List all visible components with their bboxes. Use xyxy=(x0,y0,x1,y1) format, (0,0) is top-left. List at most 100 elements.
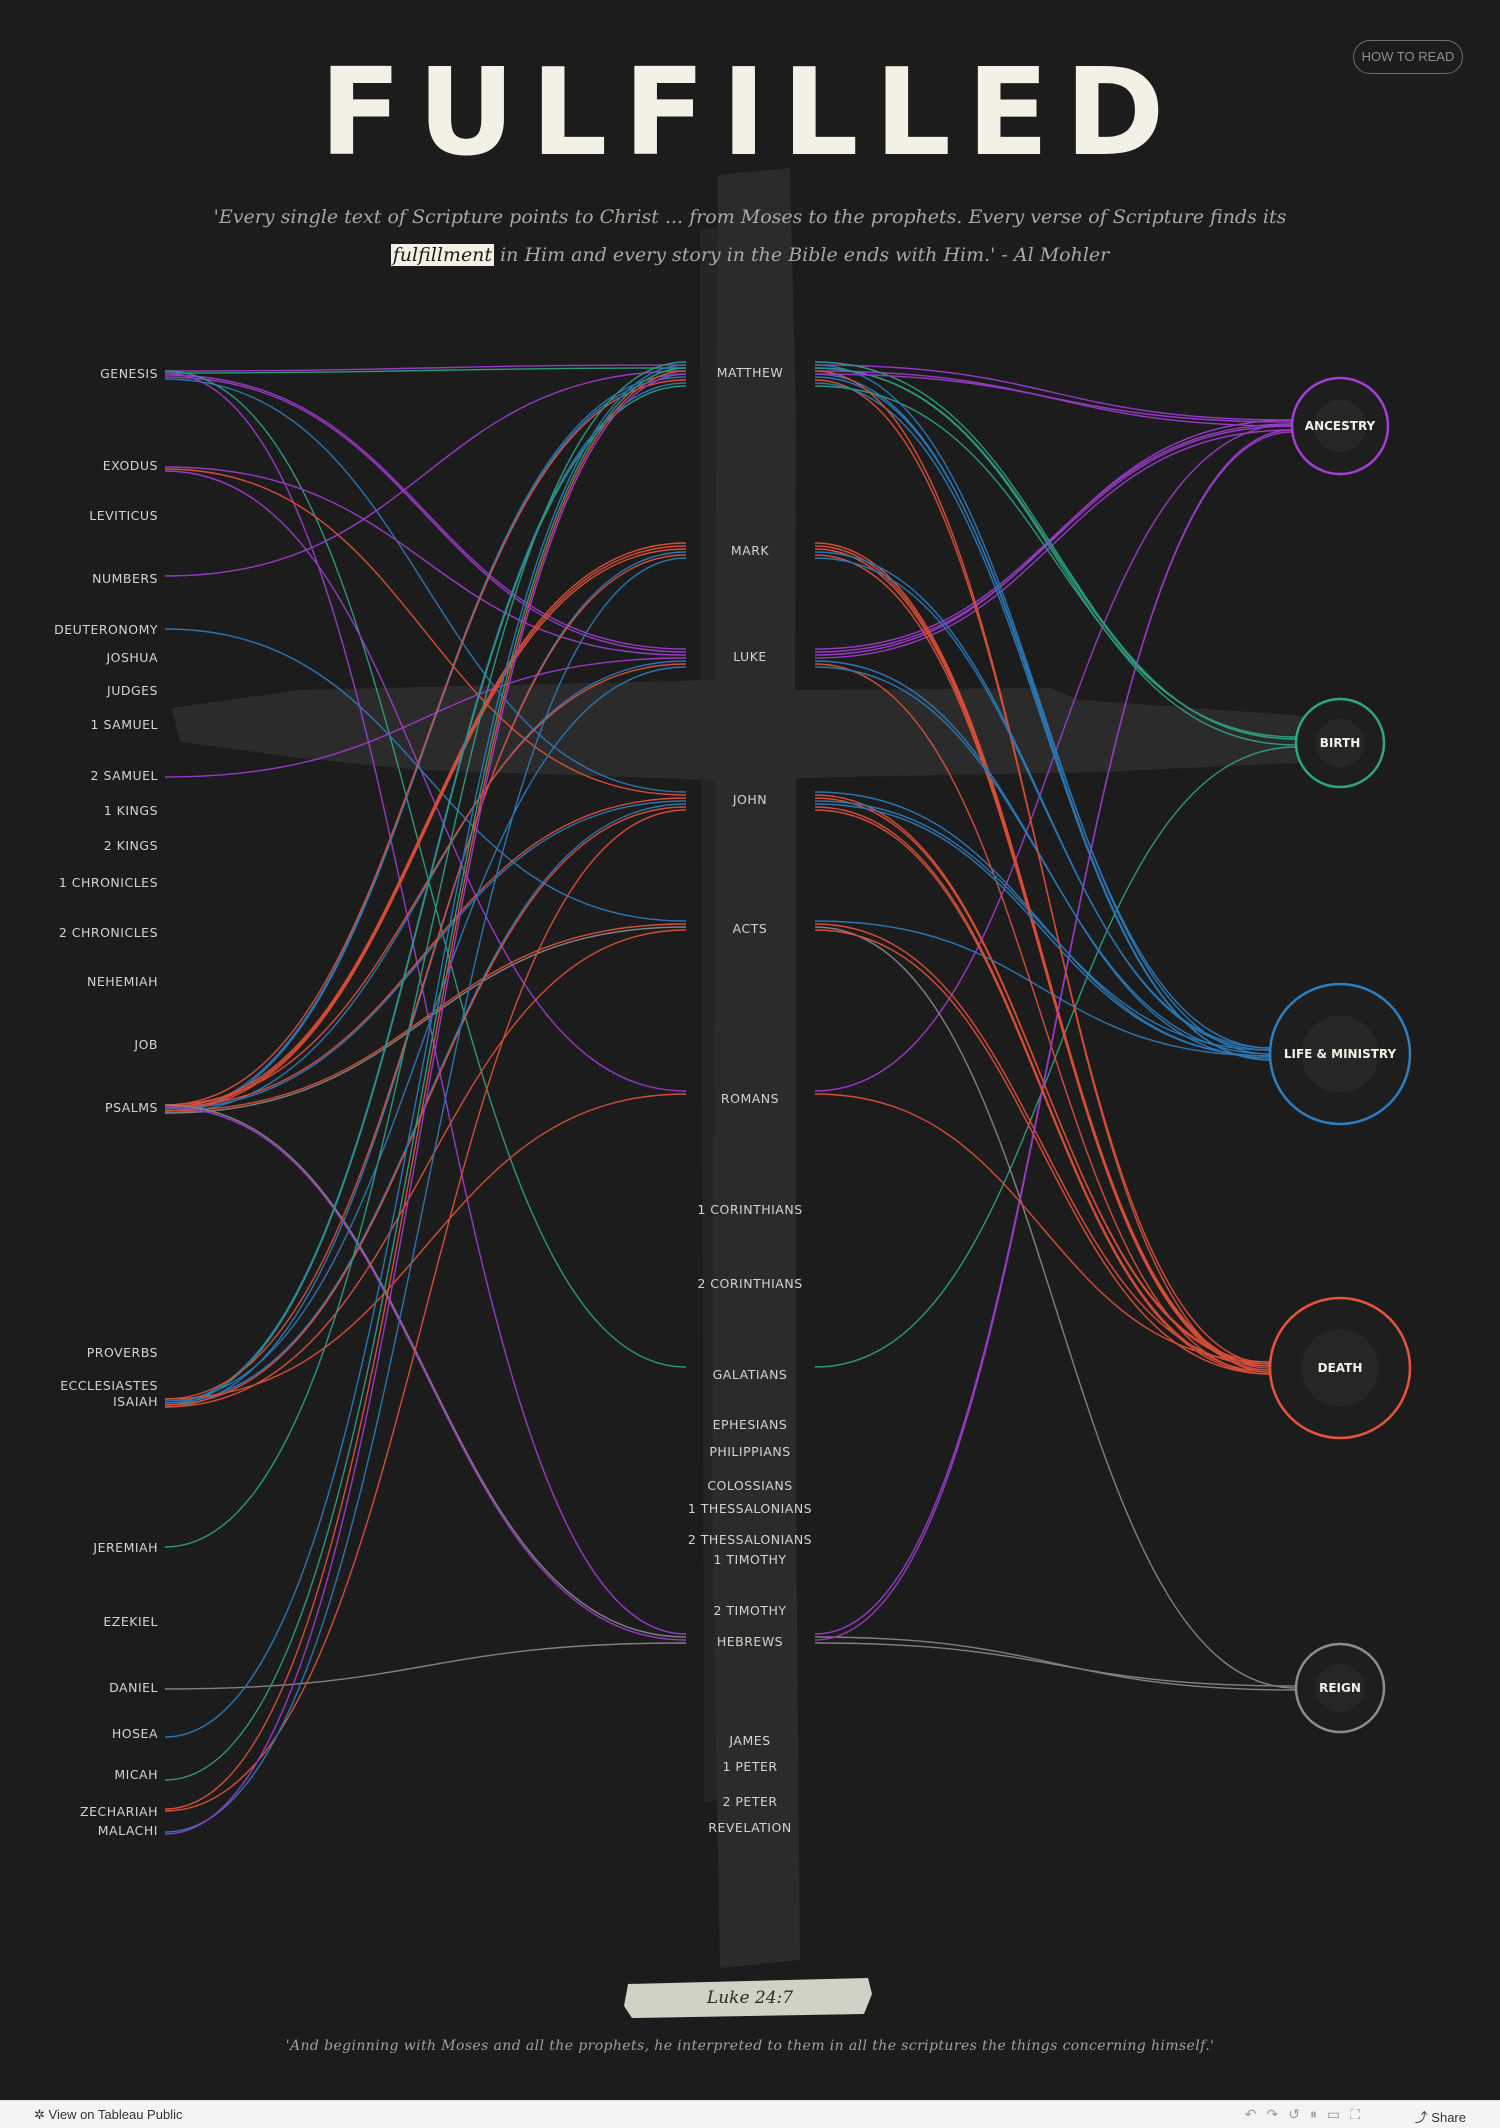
link-john-to-death[interactable] xyxy=(814,809,1271,1375)
ot-book-proverbs[interactable]: PROVERBS xyxy=(86,1345,158,1360)
link-numbers-to-matthew[interactable] xyxy=(164,370,687,577)
ot-book-malachi[interactable]: MALACHI xyxy=(97,1823,158,1838)
category-node-ancestry[interactable]: ANCESTRY xyxy=(1290,376,1390,476)
link-acts-to-life-and-ministry[interactable] xyxy=(814,920,1271,1057)
link-jeremiah-to-matthew[interactable] xyxy=(164,361,687,1548)
link-luke-to-ancestry[interactable] xyxy=(814,429,1293,659)
link-matthew-to-birth[interactable] xyxy=(814,361,1297,740)
nt-book-2-peter[interactable]: 2 PETER xyxy=(722,1794,778,1809)
link-john-to-death[interactable] xyxy=(814,806,1271,1373)
link-genesis-to-hebrews[interactable] xyxy=(164,372,687,1635)
link-matthew-to-birth[interactable] xyxy=(814,367,1297,746)
link-psalms-to-mark[interactable] xyxy=(164,545,687,1110)
ot-book-exodus[interactable]: EXODUS xyxy=(102,458,158,473)
link-romans-to-death[interactable] xyxy=(814,1093,1271,1363)
link-matthew-to-life-and-ministry[interactable] xyxy=(814,376,1271,1049)
nt-book-john[interactable]: JOHN xyxy=(732,792,768,807)
link-john-to-life-and-ministry[interactable] xyxy=(814,791,1271,1057)
link-deuteronomy-to-acts[interactable] xyxy=(164,628,687,922)
ot-book-micah[interactable]: MICAH xyxy=(114,1767,158,1782)
link-genesis-to-luke[interactable] xyxy=(164,374,687,650)
link-isaiah-to-mark[interactable] xyxy=(164,554,687,1400)
ot-book-1-kings[interactable]: 1 KINGS xyxy=(103,803,158,818)
link-john-to-life-and-ministry[interactable] xyxy=(814,803,1271,1057)
ot-book-daniel[interactable]: DANIEL xyxy=(109,1680,158,1695)
link-matthew-to-life-and-ministry[interactable] xyxy=(814,364,1271,1055)
ot-book-genesis[interactable]: GENESIS xyxy=(100,366,158,381)
link-exodus-to-luke[interactable] xyxy=(164,466,687,656)
link-luke-to-life-and-ministry[interactable] xyxy=(814,666,1271,1055)
category-node-life-and-ministry[interactable]: LIFE & MINISTRY xyxy=(1268,982,1412,1126)
link-micah-to-matthew[interactable] xyxy=(164,367,687,1781)
nt-book-acts[interactable]: ACTS xyxy=(732,921,768,936)
link-isaiah-to-luke[interactable] xyxy=(164,666,687,1402)
link-psalms-to-mark[interactable] xyxy=(164,542,687,1108)
link-luke-to-ancestry[interactable] xyxy=(814,419,1293,656)
redo-icon[interactable]: ↷ xyxy=(1266,2106,1289,2122)
link-matthew-to-death[interactable] xyxy=(814,370,1271,1373)
share-button[interactable]: ⤴ Share xyxy=(1414,2110,1466,2125)
ot-book-hosea[interactable]: HOSEA xyxy=(111,1726,158,1741)
nt-book-2-thessalonians[interactable]: 2 THESSALONIANS xyxy=(687,1532,813,1547)
nt-book-luke[interactable]: LUKE xyxy=(733,649,767,664)
nt-book-mark[interactable]: MARK xyxy=(730,543,770,558)
link-matthew-to-ancestry[interactable] xyxy=(814,373,1293,423)
link-psalms-to-luke[interactable] xyxy=(164,663,687,1106)
nt-book-revelation[interactable]: REVELATION xyxy=(708,1820,792,1835)
link-exodus-to-romans[interactable] xyxy=(164,470,687,1092)
link-mark-to-death[interactable] xyxy=(814,554,1271,1367)
undo-icon[interactable]: ↶ xyxy=(1244,2106,1267,2122)
link-genesis-to-john[interactable] xyxy=(164,378,687,793)
link-psalms-to-matthew[interactable] xyxy=(164,376,687,1114)
ot-book-leviticus[interactable]: LEVITICUS xyxy=(89,508,158,523)
ot-book-ecclesiastes[interactable]: ECCLESIASTES xyxy=(60,1378,158,1393)
link-malachi-to-mark[interactable] xyxy=(164,557,687,1833)
link-genesis-to-matthew[interactable] xyxy=(164,367,687,374)
link-psalms-to-matthew[interactable] xyxy=(164,379,687,1106)
link-daniel-to-hebrews[interactable] xyxy=(164,1642,687,1690)
nt-book-hebrews[interactable]: HEBREWS xyxy=(716,1634,784,1649)
link-acts-to-death[interactable] xyxy=(814,929,1271,1375)
ot-book-joshua[interactable]: JOSHUA xyxy=(106,650,158,665)
link-hosea-to-matthew[interactable] xyxy=(164,364,687,1738)
link-acts-to-death[interactable] xyxy=(814,923,1271,1367)
view-on-tableau-link[interactable]: ✲ View on Tableau Public xyxy=(34,2107,183,2122)
link-isaiah-to-acts[interactable] xyxy=(164,929,687,1408)
ot-book-1-chronicles[interactable]: 1 CHRONICLES xyxy=(58,875,158,890)
ot-book-1-samuel[interactable]: 1 SAMUEL xyxy=(90,717,158,732)
link-psalms-to-acts[interactable] xyxy=(164,923,687,1112)
nt-book-1-corinthians[interactable]: 1 CORINTHIANS xyxy=(697,1202,803,1217)
toolbar-icons[interactable]: ↶↷↺⏸▭⛶ xyxy=(1245,2106,1370,2123)
link-john-to-life-and-ministry[interactable] xyxy=(814,800,1271,1051)
link-romans-to-ancestry[interactable] xyxy=(814,423,1293,1092)
link-luke-to-ancestry[interactable] xyxy=(814,425,1293,653)
link-zechariah-to-matthew[interactable] xyxy=(164,370,687,1810)
ot-book-numbers[interactable]: NUMBERS xyxy=(92,571,158,586)
nt-book-ephesians[interactable]: EPHESIANS xyxy=(712,1417,788,1432)
link-isaiah-to-mark[interactable] xyxy=(164,551,687,1408)
link-malachi-to-matthew[interactable] xyxy=(164,373,687,1835)
link-acts-to-reign[interactable] xyxy=(814,926,1297,1689)
link-genesis-to-galatians[interactable] xyxy=(164,370,687,1368)
link-isaiah-to-romans[interactable] xyxy=(164,1093,687,1400)
nt-book-james[interactable]: JAMES xyxy=(729,1733,771,1748)
nt-book-philippians[interactable]: PHILIPPIANS xyxy=(709,1444,791,1459)
nt-book-galatians[interactable]: GALATIANS xyxy=(712,1367,788,1382)
link-psalms-to-luke[interactable] xyxy=(164,660,687,1114)
link-hebrews-to-reign[interactable] xyxy=(814,1642,1297,1687)
link-mark-to-life-and-ministry[interactable] xyxy=(814,551,1271,1051)
link-matthew-to-birth[interactable] xyxy=(814,385,1297,738)
category-node-death[interactable]: DEATH xyxy=(1268,1296,1412,1440)
link-psalms-to-hebrews[interactable] xyxy=(164,1106,687,1641)
ot-book-nehemiah[interactable]: NEHEMIAH xyxy=(87,974,158,989)
link-hebrews-to-ancestry[interactable] xyxy=(814,429,1293,1641)
ot-book-judges[interactable]: JUDGES xyxy=(107,683,158,698)
ot-book-2-kings[interactable]: 2 KINGS xyxy=(103,838,158,853)
nt-book-2-timothy[interactable]: 2 TIMOTHY xyxy=(713,1603,787,1618)
how-to-read-button[interactable]: HOW TO READ xyxy=(1353,40,1463,74)
pause-icon[interactable]: ⏸ xyxy=(1309,2106,1327,2122)
link-matthew-to-ancestry[interactable] xyxy=(814,364,1293,421)
ot-book-2-chronicles[interactable]: 2 CHRONICLES xyxy=(58,925,158,940)
ot-book-2-samuel[interactable]: 2 SAMUEL xyxy=(90,768,158,783)
nt-book-1-timothy[interactable]: 1 TIMOTHY xyxy=(713,1552,787,1567)
